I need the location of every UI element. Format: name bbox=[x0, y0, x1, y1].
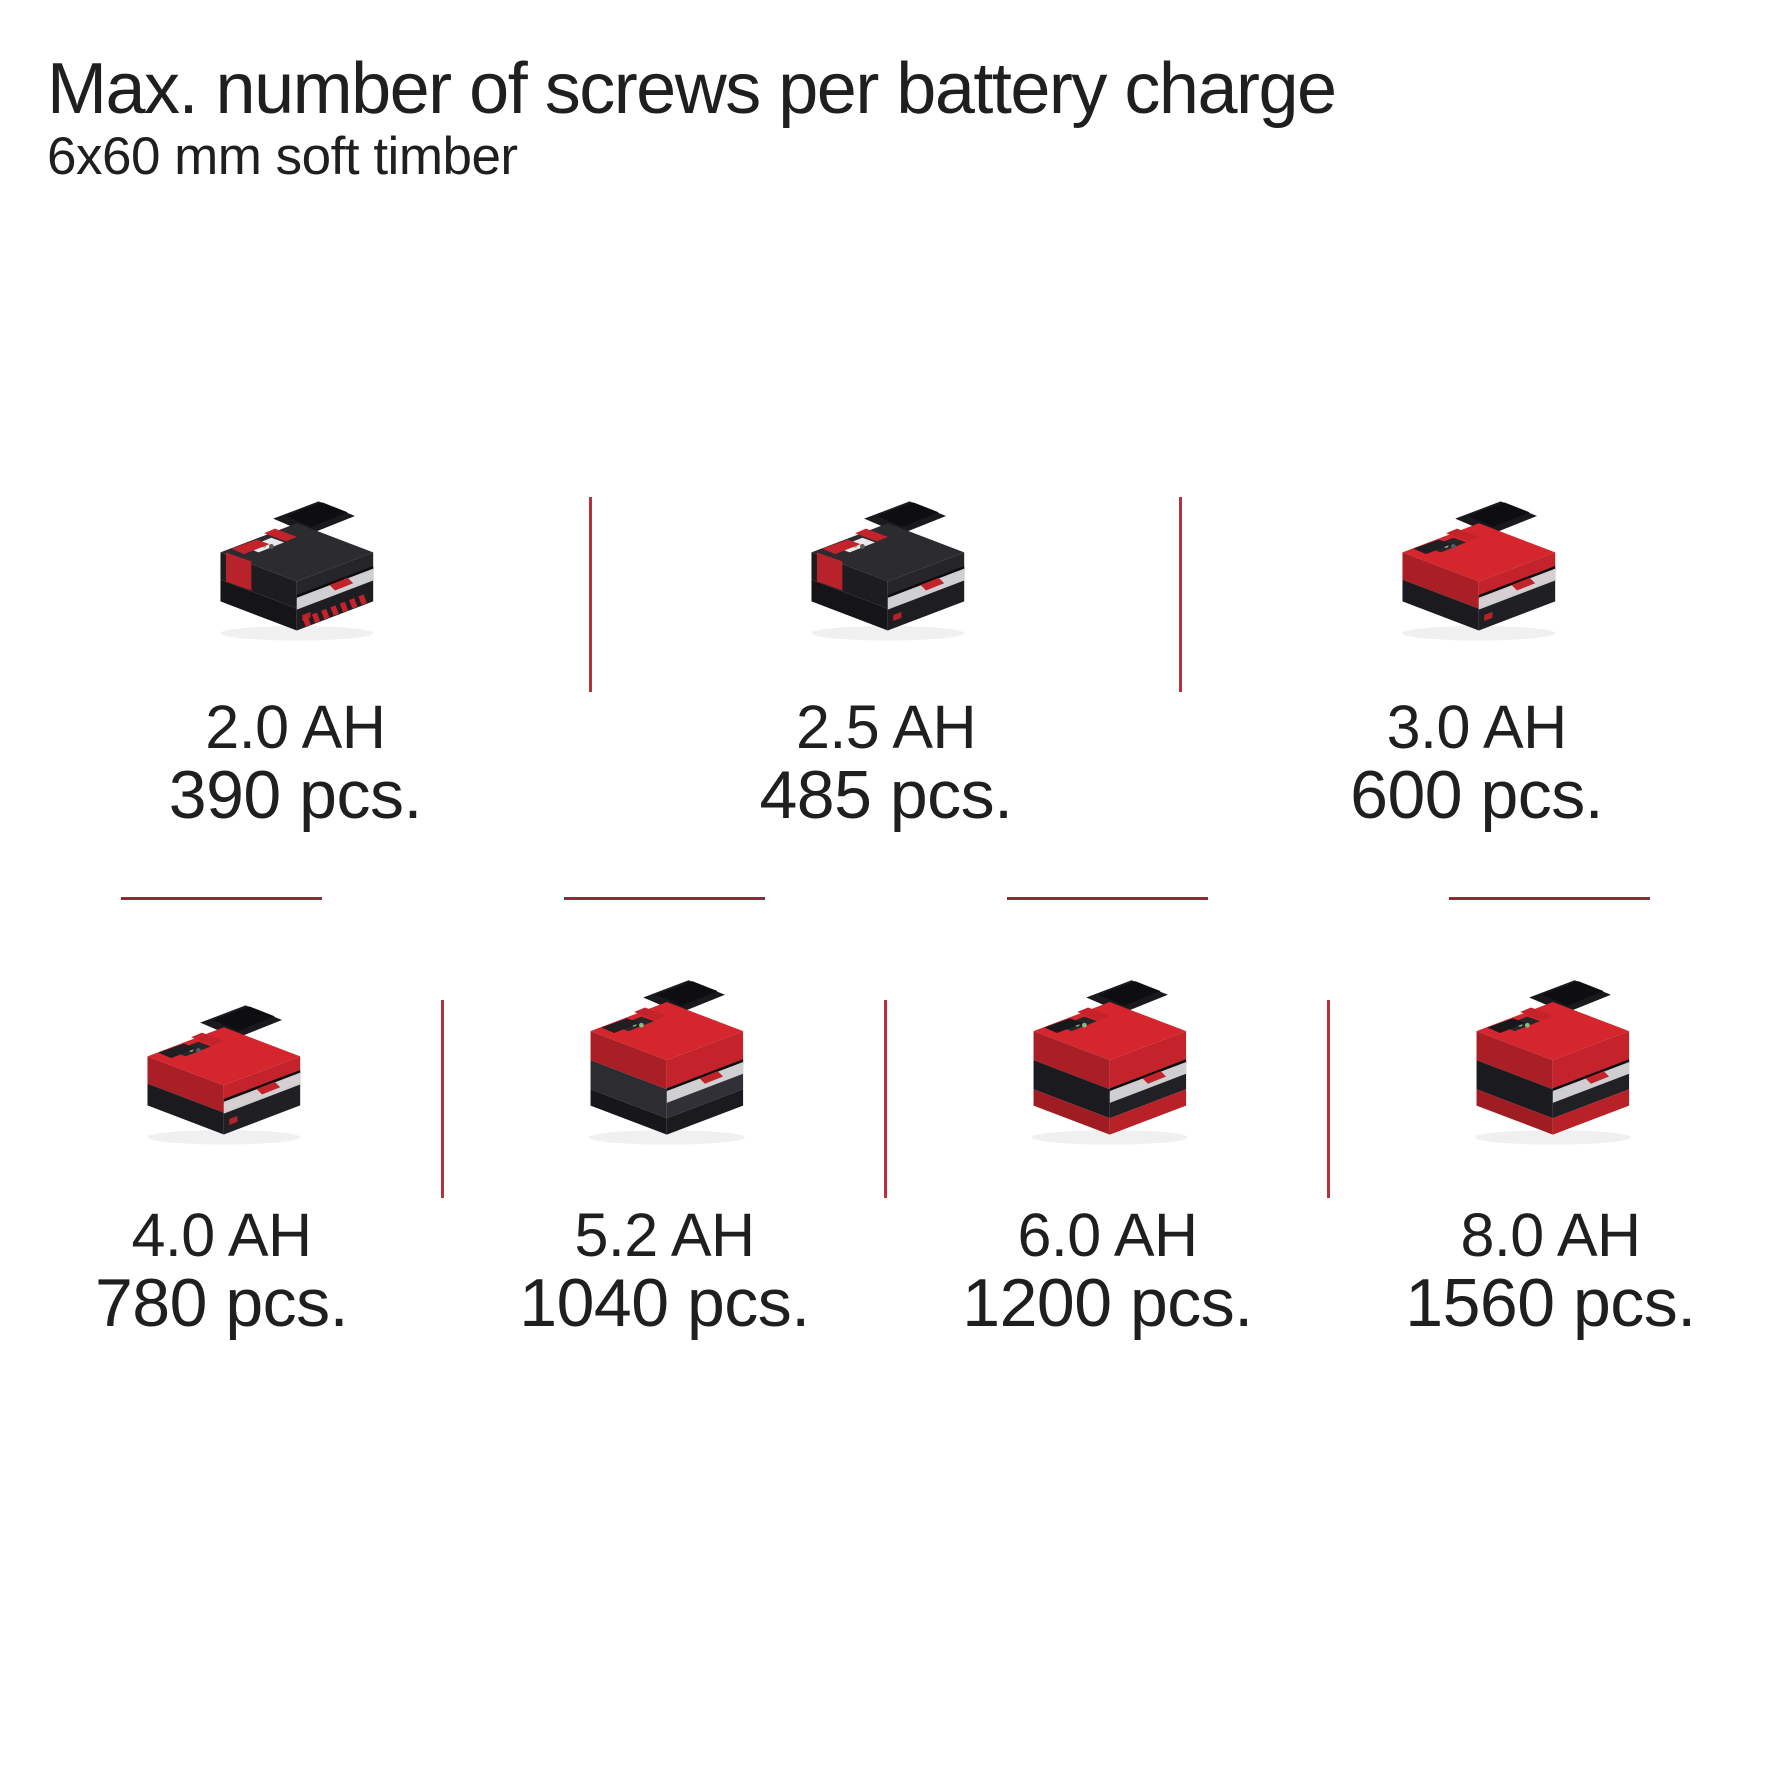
screw-count-label: 600 pcs. bbox=[1350, 757, 1604, 833]
capacity-label: 5.2 AH bbox=[574, 1201, 755, 1269]
battery-cell-3-0-ah: 3.0 AH 600 pcs. bbox=[1181, 455, 1772, 829]
battery-image-box bbox=[886, 950, 1329, 1155]
battery-image-box bbox=[1329, 950, 1772, 1155]
battery-2-5-ah-image bbox=[786, 494, 986, 647]
battery-row-top: 2.0 AH 390 pcs. 2.5 AH 485 pcs. 3.0 AH 6… bbox=[0, 455, 1772, 829]
battery-5-2-ah-image bbox=[565, 973, 765, 1151]
screw-count-label: 780 pcs. bbox=[94, 1265, 349, 1341]
battery-image-box bbox=[591, 455, 1182, 655]
battery-image-box bbox=[1181, 455, 1772, 655]
page-subtitle: 6x60 mm soft timber bbox=[47, 127, 518, 186]
battery-row-bottom: 4.0 AH 780 pcs. 5.2 AH 1040 pcs. 6.0 AH … bbox=[0, 950, 1772, 1337]
battery-4-0-ah-image bbox=[122, 998, 322, 1151]
capacity-label: 2.5 AH bbox=[795, 693, 977, 761]
battery-6-0-ah-image bbox=[1008, 973, 1208, 1151]
screw-count-label: 1560 pcs. bbox=[1405, 1265, 1696, 1341]
screw-count-label: 1040 pcs. bbox=[519, 1265, 810, 1341]
battery-cell-5-2-ah: 5.2 AH 1040 pcs. bbox=[443, 950, 886, 1337]
capacity-label: 8.0 AH bbox=[1460, 1201, 1641, 1269]
divider-vertical bbox=[1327, 1000, 1330, 1198]
screw-count-label: 1200 pcs. bbox=[962, 1265, 1253, 1341]
capacity-label: 2.0 AH bbox=[205, 693, 386, 761]
screw-count-label: 390 pcs. bbox=[168, 757, 423, 833]
battery-cell-4-0-ah: 4.0 AH 780 pcs. bbox=[0, 950, 443, 1337]
battery-image-box bbox=[0, 950, 443, 1155]
battery-cell-2-0-ah: 2.0 AH 390 pcs. bbox=[0, 455, 591, 829]
divider-vertical bbox=[441, 1000, 444, 1198]
divider-horizontal bbox=[121, 897, 322, 900]
battery-image-box bbox=[443, 950, 886, 1155]
capacity-label: 6.0 AH bbox=[1017, 1201, 1198, 1269]
battery-image-box bbox=[0, 455, 591, 655]
battery-8-0-ah-image bbox=[1451, 973, 1651, 1151]
battery-cell-6-0-ah: 6.0 AH 1200 pcs. bbox=[886, 950, 1329, 1337]
capacity-label: 4.0 AH bbox=[131, 1201, 312, 1269]
divider-vertical bbox=[589, 497, 592, 692]
capacity-label: 3.0 AH bbox=[1386, 693, 1568, 761]
divider-vertical bbox=[1179, 497, 1182, 692]
divider-horizontal bbox=[1007, 897, 1208, 900]
divider-horizontal bbox=[1449, 897, 1650, 900]
screw-count-label: 485 pcs. bbox=[759, 757, 1013, 833]
battery-3-0-ah-image bbox=[1377, 494, 1577, 647]
divider-horizontal bbox=[564, 897, 765, 900]
battery-cell-8-0-ah: 8.0 AH 1560 pcs. bbox=[1329, 950, 1772, 1337]
divider-vertical bbox=[884, 1000, 887, 1198]
battery-2-0-ah-image bbox=[195, 494, 395, 647]
page-title: Max. number of screws per battery charge bbox=[47, 49, 1337, 129]
battery-cell-2-5-ah: 2.5 AH 485 pcs. bbox=[591, 455, 1182, 829]
